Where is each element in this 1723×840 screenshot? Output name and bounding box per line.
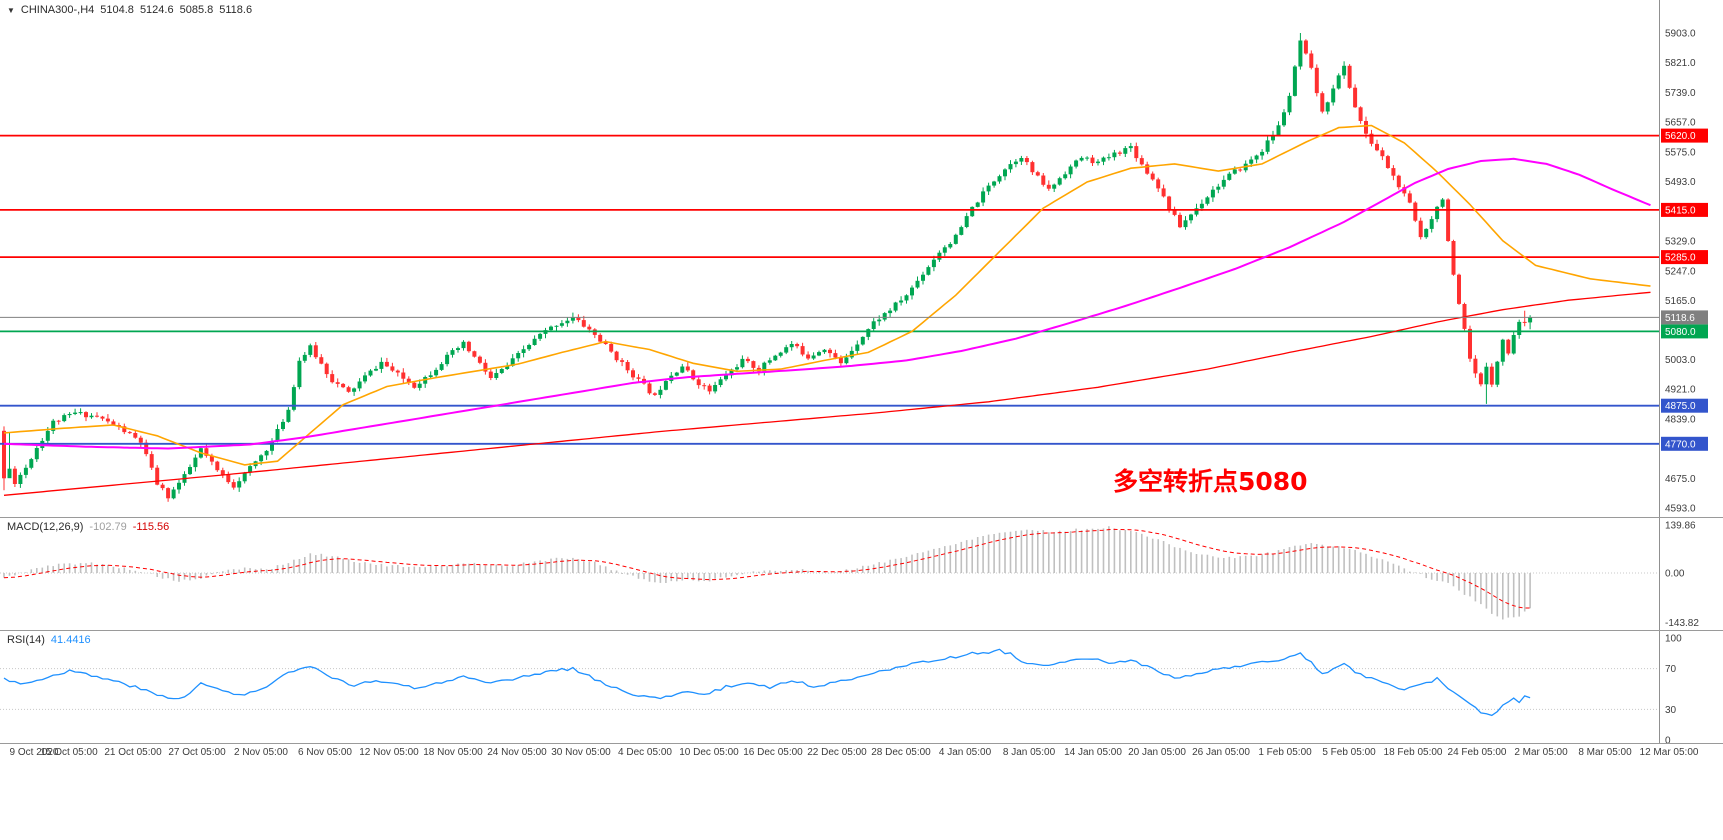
time-axis-label: 22 Dec 05:00: [807, 747, 867, 758]
time-axis-label: 10 Dec 05:00: [679, 747, 739, 758]
svg-text:0: 0: [1665, 736, 1671, 744]
price-annotation-text[interactable]: 多空转折点5080: [1113, 467, 1308, 496]
time-axis[interactable]: 9 Oct 2020 15 Oct 05:00 21 Oct 05:00 27 Oct…: [0, 747, 1723, 763]
svg-text:4875.0: 4875.0: [1665, 401, 1696, 412]
time-axis-label: 24 Feb 05:00: [1447, 747, 1507, 758]
svg-text:5415.0: 5415.0: [1665, 205, 1696, 216]
svg-text:4839.0: 4839.0: [1665, 414, 1696, 425]
svg-text:5821.0: 5821.0: [1665, 58, 1696, 69]
rsi-value: 41.4416: [50, 634, 91, 646]
svg-text:0.00: 0.00: [1665, 569, 1685, 580]
time-axis-label: 18 Nov 05:00: [423, 747, 483, 758]
time-axis-label: 4 Jan 05:00: [938, 747, 992, 758]
svg-text:5575.0: 5575.0: [1665, 147, 1696, 158]
svg-text:5118.6: 5118.6: [1665, 313, 1695, 324]
rsi-indicator-pane[interactable]: 100 70 30 0: [0, 630, 1723, 743]
svg-text:5657.0: 5657.0: [1665, 118, 1696, 129]
bar-open-value: 5104.8: [100, 4, 134, 16]
svg-text:-143.82: -143.82: [1665, 618, 1699, 629]
svg-text:5739.0: 5739.0: [1665, 88, 1696, 99]
svg-text:4675.0: 4675.0: [1665, 474, 1696, 485]
time-axis-label: 24 Nov 05:00: [487, 747, 547, 758]
time-axis-label: 5 Feb 05:00: [1322, 747, 1376, 758]
symbol-timeframe-label: CHINA300-,H4: [20, 4, 95, 16]
time-axis-label: 8 Jan 05:00: [1002, 747, 1056, 758]
svg-text:4593.0: 4593.0: [1665, 504, 1696, 515]
pane-separator[interactable]: [0, 630, 1723, 631]
macd-indicator-pane[interactable]: 139.86 0.00 -143.82: [0, 517, 1723, 630]
svg-text:5903.0: 5903.0: [1665, 29, 1696, 40]
macd-main-value: -102.79: [89, 521, 127, 533]
macd-signal-value: -115.56: [132, 521, 170, 533]
svg-text:5285.0: 5285.0: [1665, 253, 1696, 264]
time-axis-label: 16 Dec 05:00: [743, 747, 803, 758]
svg-text:4921.0: 4921.0: [1665, 385, 1696, 396]
time-axis-label: 12 Nov 05:00: [359, 747, 419, 758]
time-axis-label: 15 Oct 05:00: [40, 747, 98, 758]
svg-text:5620.0: 5620.0: [1665, 131, 1696, 142]
svg-text:139.86: 139.86: [1665, 521, 1696, 532]
time-axis-label: 4 Dec 05:00: [618, 747, 672, 758]
time-axis-label: 28 Dec 05:00: [871, 747, 931, 758]
svg-text:5493.0: 5493.0: [1665, 177, 1696, 188]
pane-separator[interactable]: [0, 517, 1723, 518]
svg-text:100: 100: [1665, 634, 1682, 645]
svg-text:5329.0: 5329.0: [1665, 237, 1696, 248]
chart-menu-arrow-icon[interactable]: ▼: [7, 5, 15, 15]
svg-text:30: 30: [1665, 705, 1677, 716]
svg-text:5247.0: 5247.0: [1665, 266, 1696, 277]
bar-high-value: 5124.6: [139, 4, 174, 16]
time-axis-label: 9 Oct 2020: [9, 747, 59, 758]
svg-text:5003.0: 5003.0: [1665, 355, 1696, 366]
time-axis-label: 20 Jan 05:00: [1128, 747, 1186, 758]
time-axis-label: 18 Feb 05:00: [1383, 747, 1443, 758]
rsi-pane-label: RSI(14) 41.4416: [7, 634, 91, 646]
time-axis-label: 27 Oct 05:00: [168, 747, 226, 758]
time-axis-label: 6 Nov 05:00: [298, 747, 352, 758]
time-axis-label: 8 Mar 05:00: [1578, 747, 1632, 758]
svg-text:5165.0: 5165.0: [1665, 296, 1696, 307]
time-axis-label: 30 Nov 05:00: [551, 747, 611, 758]
svg-text:4770.0: 4770.0: [1665, 439, 1696, 450]
chart-header: ▼ CHINA300-,H4 5104.8 5124.6 5085.8 5118…: [7, 4, 252, 16]
bar-close-value: 5118.6: [219, 4, 253, 16]
time-axis-label: 26 Jan 05:00: [1192, 747, 1250, 758]
time-axis-label: 14 Jan 05:00: [1064, 747, 1122, 758]
macd-name: MACD(12,26,9): [7, 521, 84, 533]
time-axis-label: 21 Oct 05:00: [104, 747, 162, 758]
main-price-chart[interactable]: 5903.0 5821.0 5739.0 5657.0 5575.0 5493.0 5329…: [0, 0, 1723, 517]
bar-low-value: 5085.8: [179, 4, 214, 16]
svg-text:70: 70: [1665, 664, 1677, 675]
rsi-name: RSI(14): [7, 634, 45, 646]
svg-text:5080.0: 5080.0: [1665, 327, 1696, 338]
time-axis-label: 2 Mar 05:00: [1514, 747, 1568, 758]
time-axis-label: 1 Feb 05:00: [1258, 747, 1312, 758]
time-axis-label: 2 Nov 05:00: [234, 747, 288, 758]
pane-separator: [0, 743, 1723, 744]
time-axis-label: 12 Mar 05:00: [1639, 747, 1699, 758]
macd-pane-label: MACD(12,26,9) -102.79 -115.56: [7, 521, 169, 533]
